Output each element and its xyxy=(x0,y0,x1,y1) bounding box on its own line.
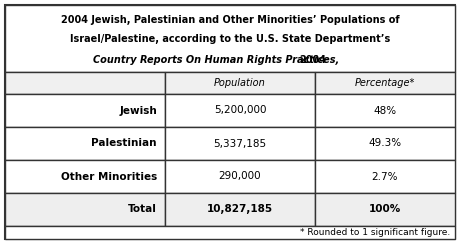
Text: Other Minorities: Other Minorities xyxy=(61,172,157,182)
Text: Israel/Palestine, according to the U.S. State Department’s: Israel/Palestine, according to the U.S. … xyxy=(70,33,389,43)
Text: 10,827,185: 10,827,185 xyxy=(207,204,273,214)
Bar xyxy=(5,5,454,72)
Bar xyxy=(5,72,165,94)
Bar xyxy=(165,94,314,127)
Bar xyxy=(165,72,314,94)
Text: Palestinian: Palestinian xyxy=(91,139,157,149)
Bar xyxy=(314,160,454,193)
Bar xyxy=(165,160,314,193)
Text: 100%: 100% xyxy=(368,204,400,214)
Bar xyxy=(5,193,165,226)
Text: 2.7%: 2.7% xyxy=(371,172,397,182)
Bar xyxy=(314,193,454,226)
Bar xyxy=(5,160,165,193)
Text: 48%: 48% xyxy=(373,105,396,115)
Bar xyxy=(5,127,165,160)
Text: 2004: 2004 xyxy=(299,55,326,65)
Text: Total: Total xyxy=(128,204,157,214)
Bar xyxy=(5,94,165,127)
Bar xyxy=(314,127,454,160)
Bar xyxy=(314,72,454,94)
Text: Country Reports On Human Rights Practices,: Country Reports On Human Rights Practice… xyxy=(93,55,338,65)
Bar xyxy=(165,127,314,160)
Text: Jewish: Jewish xyxy=(119,105,157,115)
Text: 290,000: 290,000 xyxy=(218,172,261,182)
Text: 2004 Jewish, Palestinian and Other Minorities’ Populations of: 2004 Jewish, Palestinian and Other Minor… xyxy=(61,15,398,25)
Text: 49.3%: 49.3% xyxy=(368,139,401,149)
Text: 5,200,000: 5,200,000 xyxy=(213,105,266,115)
Bar xyxy=(165,193,314,226)
Text: Population: Population xyxy=(213,78,265,88)
Text: Percentage*: Percentage* xyxy=(354,78,414,88)
Text: * Rounded to 1 significant figure.: * Rounded to 1 significant figure. xyxy=(299,228,449,237)
Text: 5,337,185: 5,337,185 xyxy=(213,139,266,149)
Bar xyxy=(314,94,454,127)
Bar xyxy=(5,226,454,239)
